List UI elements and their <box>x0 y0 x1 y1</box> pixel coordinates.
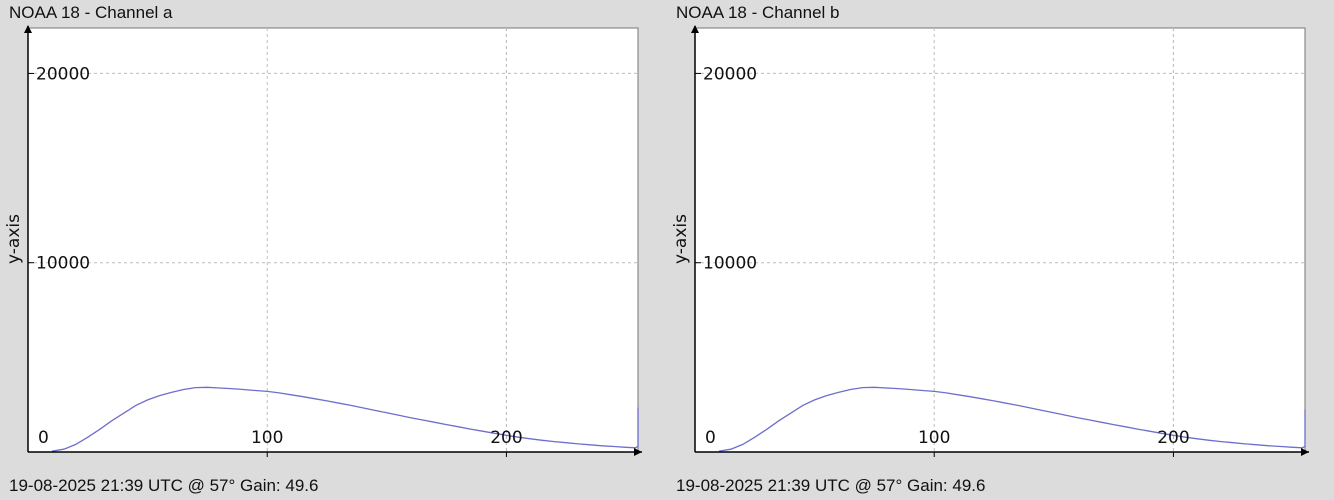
x-tick-label: 100 <box>251 428 283 448</box>
x-tick-label: 0 <box>38 428 49 448</box>
y-axis-arrow <box>24 25 32 33</box>
chart-title: NOAA 18 - Channel b <box>676 3 840 22</box>
chart-panel-a: NOAA 18 - Channel a 0 100 200 10000 20000 y-a… <box>4 3 642 495</box>
x-axis-arrow <box>1301 448 1309 456</box>
y-axis-arrow <box>691 25 699 33</box>
plot-area <box>27 27 639 453</box>
status-footer: 19-08-2025 21:39 UTC @ 57° Gain: 49.6 <box>9 476 319 495</box>
chart-plot-a: 0 100 200 10000 20000 y-axis <box>4 25 642 457</box>
x-tick-label: 0 <box>705 428 716 448</box>
chart-title: NOAA 18 - Channel a <box>9 3 173 22</box>
x-tick-label: 100 <box>918 428 950 448</box>
y-tick-label: 10000 <box>703 254 757 274</box>
x-axis-arrow <box>634 448 642 456</box>
x-tick-label: 200 <box>1157 428 1189 448</box>
y-axis-label: y-axis <box>4 214 24 264</box>
status-footer: 19-08-2025 21:39 UTC @ 57° Gain: 49.6 <box>676 476 986 495</box>
x-tick-label: 200 <box>490 428 522 448</box>
series-line <box>51 386 639 452</box>
y-axis-label: y-axis <box>671 214 691 264</box>
chart-plot-b: 0 100 200 10000 20000 y-axis <box>671 25 1309 457</box>
y-tick-label: 20000 <box>703 64 757 84</box>
plot-area <box>694 27 1306 453</box>
y-tick-label: 20000 <box>36 64 90 84</box>
y-tick-label: 10000 <box>36 254 90 274</box>
chart-panel-b: NOAA 18 - Channel b 0 100 200 10000 20000 y-a… <box>667 0 1334 500</box>
series-line <box>718 386 1306 452</box>
